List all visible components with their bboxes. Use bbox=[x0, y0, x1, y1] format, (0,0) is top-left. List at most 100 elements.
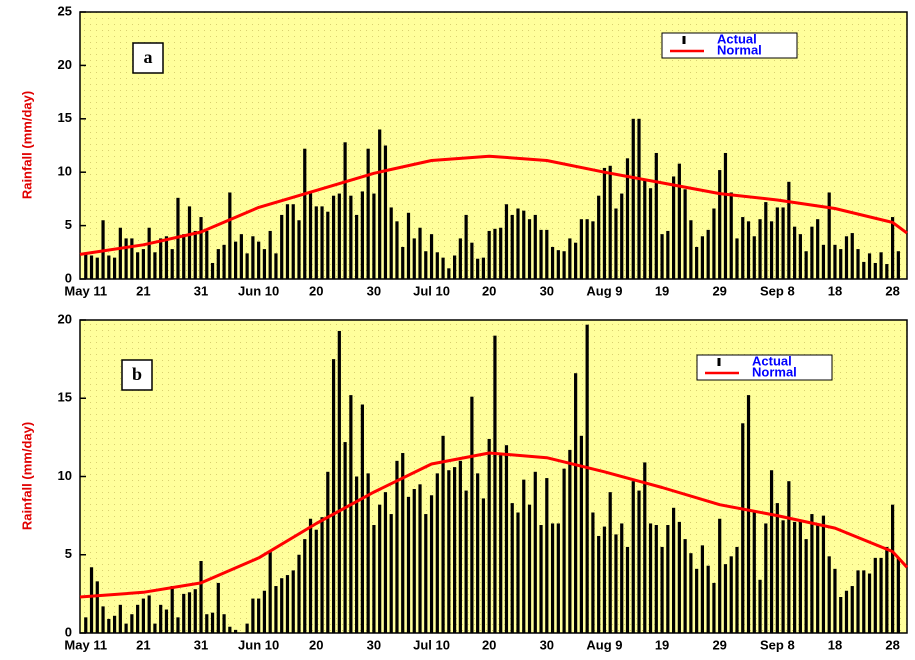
bar bbox=[487, 438, 491, 633]
x-tick-label: May 11 bbox=[64, 283, 107, 298]
bar bbox=[170, 586, 174, 633]
bar bbox=[297, 220, 301, 279]
bar bbox=[827, 192, 831, 279]
x-tick-label: Sep 8 bbox=[760, 283, 795, 298]
bar bbox=[228, 626, 232, 633]
bar bbox=[285, 575, 290, 633]
bar bbox=[527, 219, 532, 279]
bar bbox=[112, 615, 117, 633]
bar bbox=[839, 249, 843, 279]
bar bbox=[683, 189, 687, 279]
bar bbox=[487, 230, 491, 279]
x-tick-label: 31 bbox=[194, 637, 208, 652]
bar bbox=[723, 564, 728, 633]
bar bbox=[896, 557, 900, 633]
bar bbox=[522, 479, 526, 633]
x-tick-label: 30 bbox=[540, 637, 554, 652]
bar bbox=[205, 614, 209, 633]
bar bbox=[839, 597, 843, 633]
bar bbox=[89, 255, 94, 279]
y-axis-label: Rainfall (mm/day) bbox=[19, 91, 34, 199]
bar bbox=[591, 221, 595, 279]
bar bbox=[164, 609, 169, 633]
bar bbox=[441, 257, 445, 279]
bar bbox=[643, 179, 647, 279]
bar bbox=[262, 590, 267, 633]
bar bbox=[862, 261, 866, 279]
bar bbox=[429, 234, 434, 279]
y-tick-label: 10 bbox=[58, 164, 72, 179]
bar bbox=[850, 233, 854, 279]
bar bbox=[510, 214, 514, 279]
x-tick-label: 20 bbox=[482, 283, 496, 298]
bar bbox=[885, 264, 889, 279]
bar bbox=[504, 445, 509, 633]
x-tick-label: 31 bbox=[194, 283, 208, 298]
bar bbox=[752, 236, 756, 279]
bar bbox=[187, 206, 192, 279]
bar bbox=[320, 517, 324, 633]
x-tick-label: 20 bbox=[482, 637, 496, 652]
bar bbox=[700, 236, 705, 279]
bar bbox=[84, 617, 88, 633]
bar bbox=[343, 442, 347, 633]
bar bbox=[274, 586, 278, 633]
bar bbox=[579, 435, 583, 633]
bar bbox=[775, 503, 779, 633]
bar bbox=[458, 460, 462, 633]
y-tick-label: 20 bbox=[58, 311, 72, 326]
bar bbox=[124, 623, 128, 633]
bar bbox=[464, 490, 468, 633]
bar bbox=[827, 556, 831, 633]
bar bbox=[735, 546, 739, 633]
bar bbox=[821, 244, 826, 279]
bar bbox=[764, 523, 768, 633]
bar bbox=[643, 462, 647, 633]
bar bbox=[568, 449, 572, 633]
bar bbox=[810, 514, 814, 633]
x-tick-label: Aug 9 bbox=[586, 637, 622, 652]
bar bbox=[781, 207, 785, 279]
y-tick-label: 15 bbox=[58, 110, 72, 125]
bar bbox=[136, 252, 140, 279]
bar bbox=[833, 244, 837, 279]
bar bbox=[579, 219, 583, 279]
bar bbox=[159, 604, 163, 633]
bar bbox=[631, 481, 635, 633]
bar bbox=[199, 561, 203, 633]
bar bbox=[856, 570, 860, 633]
bar bbox=[671, 176, 676, 279]
bar bbox=[775, 207, 779, 279]
bar bbox=[285, 204, 290, 279]
bar bbox=[718, 518, 722, 633]
y-tick-label: 0 bbox=[65, 270, 72, 285]
bar bbox=[896, 251, 900, 279]
bar bbox=[193, 589, 197, 633]
bar bbox=[620, 523, 624, 633]
bar bbox=[130, 238, 134, 279]
bar bbox=[810, 226, 814, 279]
bar bbox=[746, 221, 751, 279]
bar bbox=[199, 217, 203, 279]
y-tick-label: 5 bbox=[65, 217, 72, 232]
bar bbox=[637, 490, 641, 633]
bar bbox=[389, 207, 393, 279]
bar bbox=[447, 268, 451, 279]
bar bbox=[850, 586, 854, 633]
bar bbox=[602, 526, 607, 633]
bar bbox=[337, 330, 341, 633]
bar bbox=[251, 598, 255, 633]
bar bbox=[769, 470, 774, 633]
bar bbox=[412, 238, 416, 279]
bar bbox=[712, 208, 716, 279]
bar bbox=[816, 525, 820, 633]
bar bbox=[539, 525, 543, 633]
bar bbox=[239, 234, 243, 279]
bar bbox=[331, 195, 336, 279]
legend-label: Normal bbox=[717, 42, 762, 57]
bar bbox=[95, 581, 99, 633]
x-tick-label: Jul 10 bbox=[413, 637, 450, 652]
bar bbox=[695, 568, 699, 633]
x-tick-label: 28 bbox=[885, 283, 899, 298]
